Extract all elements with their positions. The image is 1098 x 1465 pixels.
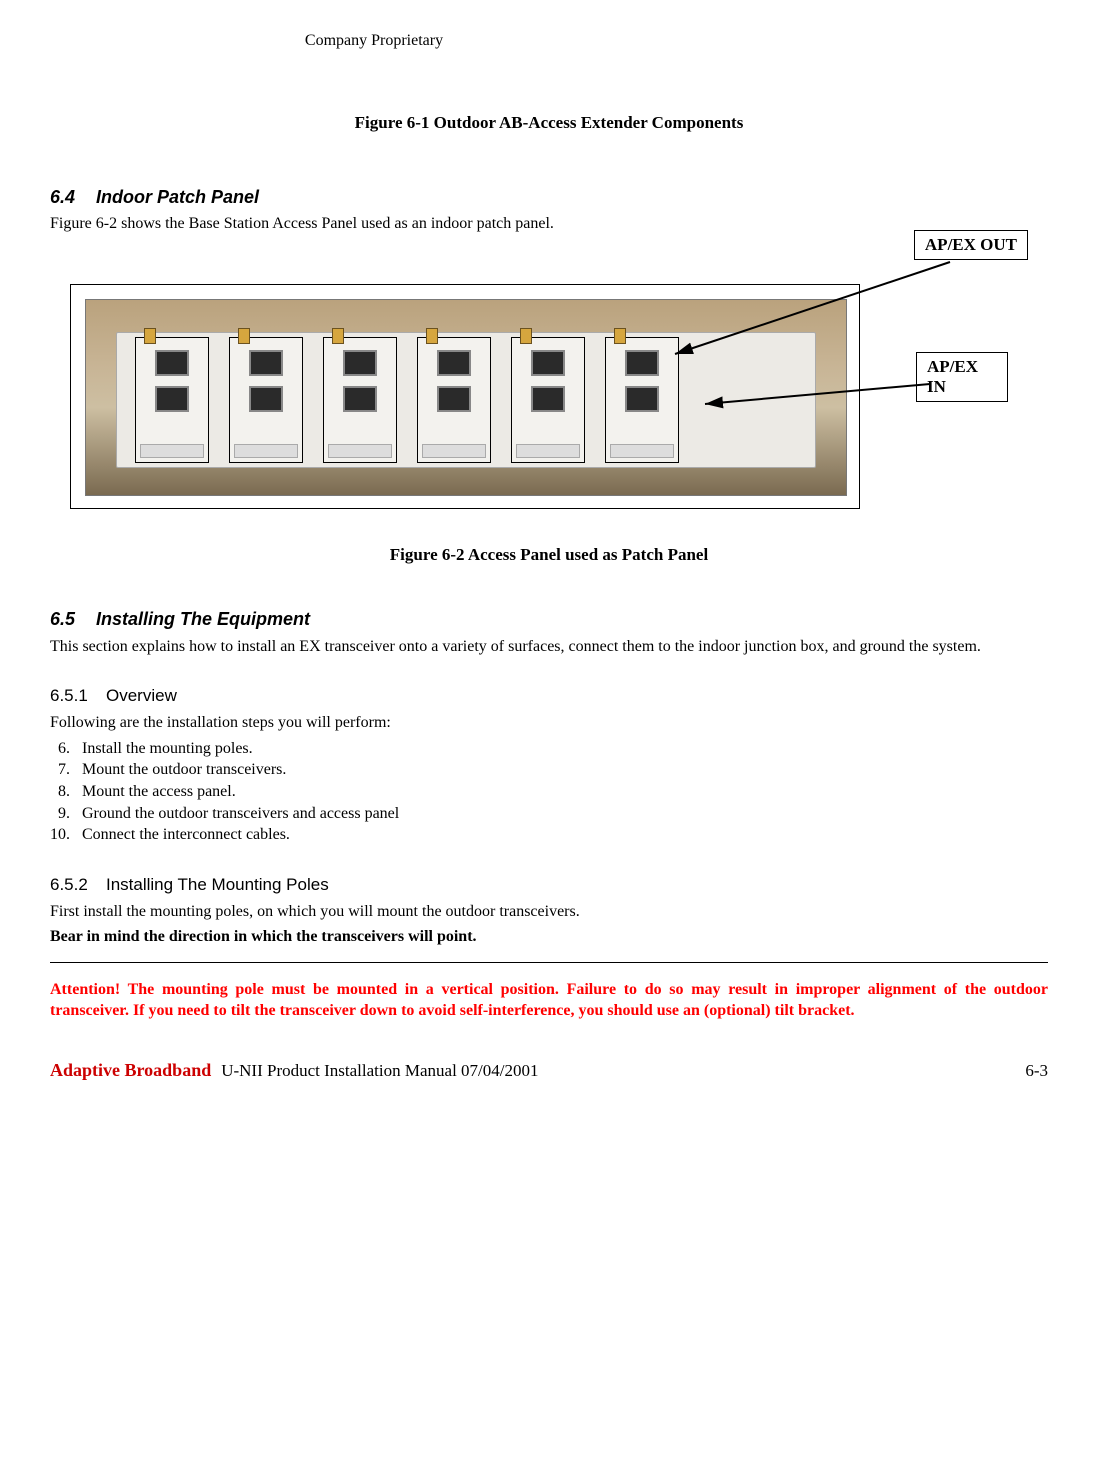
section-6-4-title: Indoor Patch Panel <box>96 187 259 207</box>
section-6-5-heading: 6.5Installing The Equipment <box>50 607 1048 631</box>
subsection-6-5-2-title: Installing The Mounting Poles <box>106 875 329 894</box>
panel-module <box>135 337 209 464</box>
patch-panel-diagram: AP/EX OUT AP/EX IN <box>50 244 1048 524</box>
subsection-6-5-2-num: 6.5.2 <box>50 874 106 897</box>
callout-apex-in-l2: IN <box>927 377 946 396</box>
sub-6-5-2-p1: First install the mounting poles, on whi… <box>50 901 1048 923</box>
list-item: Mount the access panel. <box>74 781 1048 803</box>
figure-2-caption: Figure 6-2 Access Panel used as Patch Pa… <box>50 544 1048 567</box>
subsection-6-5-1-title: Overview <box>106 686 177 705</box>
footer-page-number: 6-3 <box>1025 1060 1048 1083</box>
attention-note: Attention! The mounting pole must be mou… <box>50 979 1048 1022</box>
section-6-4-heading: 6.4Indoor Patch Panel <box>50 185 1048 209</box>
section-6-5-title: Installing The Equipment <box>96 609 310 629</box>
subsection-6-5-1-heading: 6.5.1Overview <box>50 685 1048 708</box>
list-item: Ground the outdoor transceivers and acce… <box>74 803 1048 825</box>
section-6-5-intro: This section explains how to install an … <box>50 636 1048 658</box>
installation-steps-list: Install the mounting poles. Mount the ou… <box>50 738 1048 846</box>
callout-apex-in-l1: AP/EX <box>927 357 978 376</box>
callout-apex-out: AP/EX OUT <box>914 230 1028 260</box>
photo-outer-frame <box>70 284 860 509</box>
panel-module <box>417 337 491 464</box>
section-6-4-intro: Figure 6-2 shows the Base Station Access… <box>50 213 1048 235</box>
sub-6-5-1-lead: Following are the installation steps you… <box>50 712 1048 734</box>
callout-apex-in: AP/EX IN <box>916 352 1008 401</box>
footer-center-text: U-NII Product Installation Manual 07/04/… <box>221 1060 985 1083</box>
panel-module <box>323 337 397 464</box>
list-item: Connect the interconnect cables. <box>74 824 1048 846</box>
sub-6-5-2-p2: Bear in mind the direction in which the … <box>50 926 1048 948</box>
footer-brand: Adaptive Broadband <box>50 1058 211 1082</box>
list-item: Mount the outdoor transceivers. <box>74 759 1048 781</box>
divider <box>50 962 1048 963</box>
page-footer: Adaptive Broadband U-NII Product Install… <box>50 1058 1048 1083</box>
figure-1-caption: Figure 6-1 Outdoor AB-Access Extender Co… <box>50 112 1048 135</box>
photo-inner <box>85 299 847 496</box>
panel-module <box>229 337 303 464</box>
header-proprietary: Company Proprietary <box>200 30 548 52</box>
section-6-4-num: 6.4 <box>50 185 96 209</box>
subsection-6-5-2-heading: 6.5.2Installing The Mounting Poles <box>50 874 1048 897</box>
list-item: Install the mounting poles. <box>74 738 1048 760</box>
access-panel <box>116 332 815 469</box>
subsection-6-5-1-num: 6.5.1 <box>50 685 106 708</box>
section-6-5-num: 6.5 <box>50 607 96 631</box>
panel-module <box>511 337 585 464</box>
panel-module <box>605 337 679 464</box>
